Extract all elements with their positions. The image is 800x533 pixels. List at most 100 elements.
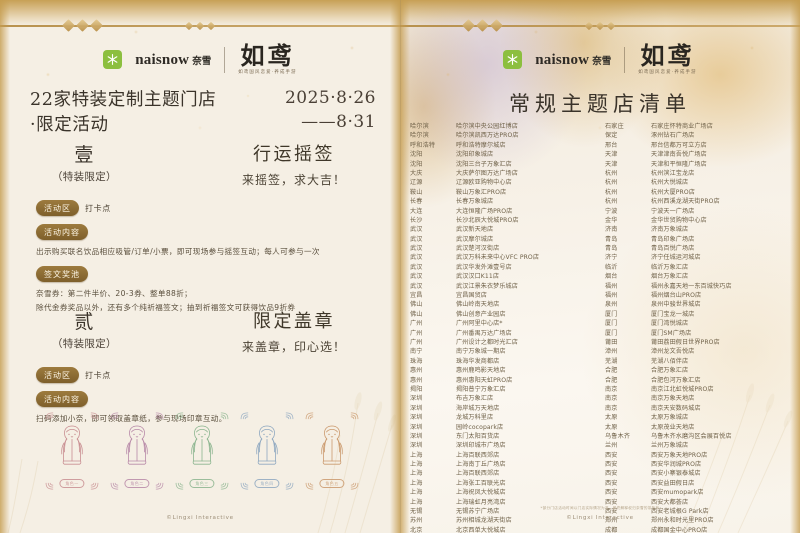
- store-name: 莆田荔田假日世界PRO店: [651, 338, 720, 346]
- store-list-column: 石家庄 石家庄怀特商业广场店 保定 涿州钻石广场店 邢台 邢台信都万可立方店 天津 天津津南吾…: [605, 122, 794, 533]
- store-city: 上海: [410, 498, 423, 506]
- store-name: 苏州相城龙湖天街店: [456, 517, 512, 525]
- store-list-row: 西安 西安华润城PRO店: [605, 460, 794, 469]
- store-list-row: 太原 太原万象城店: [605, 413, 794, 422]
- store-list-row: 杭州 杭州西溪龙湖天街PRO店: [605, 197, 794, 206]
- activity-2-subtitle: 来盖章，印心选！: [241, 340, 346, 354]
- activity-2-content-line: 扫码添加小奈，即可领取盖章纸，参与现场印章互动。: [36, 414, 227, 423]
- store-name: 海岸城万天地店: [456, 404, 500, 412]
- store-city: 福州: [605, 282, 618, 290]
- activity-1-area-pill: 活动区: [36, 200, 79, 216]
- store-name: 呼和浩特摩尔城店: [456, 141, 506, 149]
- naisnow-chinese-name-right: 奈雪: [592, 55, 612, 67]
- store-name: 西安华润城PRO店: [651, 461, 702, 469]
- store-name: 石家庄怀特商业广场店: [651, 123, 713, 130]
- store-list-row: 郑州 郑州永和时光里PRO店: [605, 516, 794, 525]
- store-list-row: 杭州 杭州滨江宝龙店: [605, 169, 794, 178]
- store-list-row: 呼和浩特 呼和浩特摩尔城店: [410, 141, 599, 150]
- store-city: 南京: [605, 395, 618, 403]
- activity-1-content-row: 活动内容: [36, 224, 372, 240]
- store-city: 石家庄: [605, 123, 624, 130]
- store-name: 园岭cocopark店: [456, 423, 504, 431]
- store-name: 武汉摩尔城店: [456, 235, 494, 243]
- top-gold-border-right: [400, 0, 800, 26]
- left-gold-edge: [0, 0, 10, 533]
- store-list-column: 哈尔滨 哈尔滨中央公园红博店 哈尔滨 哈尔滨凯西万达PRO店 呼和浩特 呼和浩特摩尔城店沈…: [410, 122, 599, 533]
- store-city: 武汉: [410, 245, 423, 253]
- store-city: 南宁: [410, 348, 423, 356]
- activity-1-number-group: 壹 （特装限定）: [52, 140, 117, 184]
- store-city: 深圳: [410, 414, 423, 422]
- store-city: 西安: [605, 498, 618, 506]
- store-list-row: 上海 上海瑞虹月亮湾店: [410, 498, 599, 507]
- left-gold-edge-right: [400, 0, 410, 533]
- corner-flourish-icon: [90, 412, 99, 420]
- store-list-row: 西安 西安益田假日店: [605, 479, 794, 488]
- store-city: 武汉: [410, 263, 423, 271]
- store-list-row: 苏州 苏州相城龙湖天街店: [410, 516, 599, 525]
- store-city: 鞍山: [410, 188, 423, 196]
- activity-2-number-group: 贰 （特装限定）: [52, 307, 117, 351]
- store-name: 青岛印象广场店: [651, 235, 695, 243]
- store-list-row: 烟台 烟台万象汇店: [605, 272, 794, 281]
- store-list-row: 西安 西安mumopark店: [605, 488, 794, 497]
- activity-1-reward-line1: 奈雪券：第二件半价、20-3券、整单88折；: [36, 289, 193, 299]
- page-title-line2: ·限定活动: [30, 114, 109, 135]
- store-list-row: 沈阳 沈阳印象城店: [410, 150, 599, 159]
- store-city: 济南: [605, 226, 618, 234]
- store-city: 烟台: [605, 273, 618, 281]
- store-city: 大庆: [410, 169, 423, 177]
- activity-1-area-row: 活动区 打卡点: [36, 200, 372, 216]
- store-name: 上海百联西郊店: [456, 470, 500, 478]
- store-list-row: 珠海 珠海华发商都店: [410, 357, 599, 366]
- store-name: 深圳印城市广场店: [456, 442, 506, 450]
- store-list-row: 鞍山 鞍山万象汇PRO店: [410, 188, 599, 197]
- store-city: 郑州: [605, 517, 618, 525]
- store-city: 广州: [410, 320, 423, 328]
- store-name: 鞍山万象汇PRO店: [456, 188, 507, 196]
- store-name: 佛山创意产业园店: [456, 310, 506, 318]
- store-name: 厦门宝龙一城店: [651, 310, 695, 318]
- store-city: 长春: [410, 198, 423, 206]
- character-stamp: 角色二: [109, 410, 165, 492]
- activity-1-name-group: 行运摇签 来摇签，求大吉！: [242, 140, 372, 188]
- store-city: 辽源: [410, 179, 423, 187]
- store-city: 深圳: [410, 442, 423, 450]
- store-list-row: 厦门 厦门宝龙一城店: [605, 310, 794, 319]
- store-name: 宜昌国贸店: [456, 292, 487, 300]
- corner-flourish-icon: [45, 482, 54, 490]
- store-name: 西安万象天地PRO店: [651, 451, 708, 459]
- left-poster: naisnow 奈雪 如鸢 如鸢国风恋爱·养成手游 22家特装定制主题门店 ·限定…: [0, 0, 400, 533]
- store-name: 杭州大厦PRO店: [651, 188, 695, 196]
- store-list-row: 武汉 武汉楚河汉街店: [410, 244, 599, 253]
- naisnow-wordmark-right: naisnow: [535, 51, 590, 68]
- store-list-row: 石家庄 石家庄怀特商业广场店: [605, 122, 794, 131]
- store-city: 泉州: [605, 301, 618, 309]
- corner-flourish-icon: [110, 482, 119, 490]
- store-name: 兰州万象城店: [651, 442, 689, 450]
- activity-1-number: 壹: [74, 144, 95, 166]
- right-gold-edge: [390, 0, 400, 533]
- corner-flourish-icon: [175, 412, 184, 420]
- store-city: 苏州: [410, 517, 423, 525]
- store-city: 保定: [605, 132, 618, 140]
- store-list-row: 大连 大连恒隆广场PRO店: [410, 207, 599, 216]
- naisnow-wordmark: naisnow: [135, 51, 190, 68]
- character-stamp-label: 角色四: [254, 479, 280, 488]
- store-city: 西安: [605, 508, 618, 516]
- store-city: 南京: [605, 385, 618, 393]
- store-city: 呼和浩特: [410, 141, 436, 149]
- character-stamp-label: 角色二: [124, 479, 150, 488]
- naisnow-chinese-name: 奈雪: [192, 55, 212, 67]
- store-city: 南京: [605, 404, 618, 412]
- store-list-row: 广州 广州阿里中心店*: [410, 319, 599, 328]
- store-name: 沈阳三台子万象汇店: [456, 160, 512, 168]
- store-name: 南宁万象城一期店: [456, 348, 506, 356]
- activity-2-title: 限定盖章: [252, 311, 335, 332]
- store-list-row: 福州 福州烟台山PRO店: [605, 291, 794, 300]
- store-name: 上海百联西郊店: [456, 451, 500, 459]
- store-city: 成都: [605, 526, 618, 533]
- store-name: 乌鲁木齐水磨沟区会展百悦店: [651, 432, 732, 440]
- store-list-row: 南京 南京万象天地店: [605, 394, 794, 403]
